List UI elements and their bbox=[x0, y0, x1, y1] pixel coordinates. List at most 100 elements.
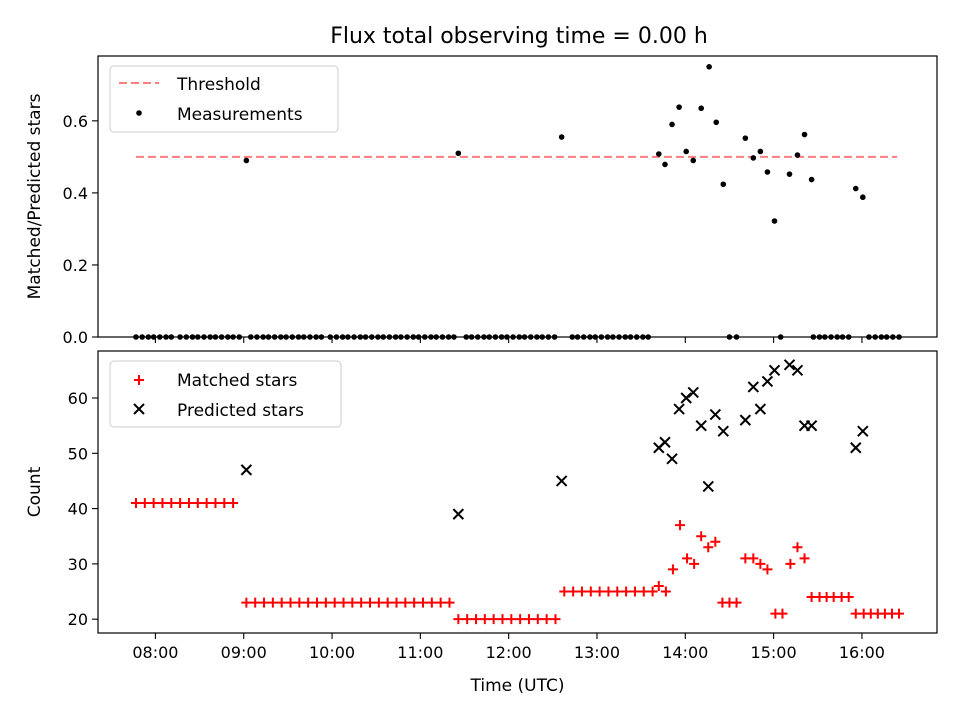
predicted-star-point bbox=[709, 408, 722, 421]
matched-star-point bbox=[585, 586, 596, 597]
y-axis-label: Count bbox=[25, 466, 45, 517]
matched-star-point bbox=[400, 597, 411, 608]
matched-star-point bbox=[843, 592, 854, 603]
legend-predicted-label: Predicted stars bbox=[177, 401, 304, 421]
measurement-point bbox=[669, 121, 675, 128]
matched-star-point bbox=[285, 597, 296, 608]
measurement-point bbox=[801, 131, 808, 138]
matched-star-point bbox=[294, 597, 305, 608]
y-axis-label: Matched/Predicted stars bbox=[25, 93, 45, 299]
matched-star-point bbox=[219, 498, 230, 509]
measurement-point bbox=[455, 150, 462, 157]
matched-star-point bbox=[792, 542, 803, 553]
matched-star-point bbox=[259, 597, 270, 608]
matched-star-point bbox=[347, 597, 358, 608]
matched-star-point bbox=[250, 597, 261, 608]
predicted-star-point bbox=[783, 359, 796, 371]
matched-star-point bbox=[612, 586, 623, 597]
matched-star-point bbox=[157, 498, 168, 509]
predicted-star-point bbox=[857, 425, 869, 437]
matched-star-point bbox=[192, 498, 203, 509]
measurement-point bbox=[690, 157, 697, 164]
matched-star-point bbox=[777, 608, 788, 619]
matched-star-point bbox=[183, 498, 194, 509]
predicted-star-point bbox=[555, 475, 568, 487]
measurement-point bbox=[720, 181, 727, 188]
measurement-point bbox=[808, 176, 815, 183]
matched-star-point bbox=[506, 614, 517, 625]
measurement-point bbox=[683, 148, 689, 155]
matched-star-point bbox=[241, 597, 252, 608]
legend-matched-label: Matched stars bbox=[177, 371, 297, 391]
matched-star-point bbox=[228, 498, 239, 509]
measurement-point bbox=[786, 171, 793, 177]
x-tick-label: 10:00 bbox=[309, 643, 355, 662]
predicted-star-point bbox=[805, 419, 818, 432]
matched-star-point bbox=[682, 553, 693, 564]
measurement-point bbox=[764, 169, 771, 175]
matched-star-point bbox=[621, 586, 632, 597]
matched-star-point bbox=[479, 614, 490, 625]
matched-star-point bbox=[532, 614, 543, 625]
y-tick-label: 0.0 bbox=[63, 328, 88, 347]
matched-star-point bbox=[276, 597, 287, 608]
matched-star-point bbox=[785, 558, 796, 569]
measurement-point bbox=[750, 155, 757, 161]
matched-star-point bbox=[201, 498, 212, 509]
predicted-star-point bbox=[452, 508, 465, 520]
predicted-star-point bbox=[747, 381, 760, 393]
matched-star-point bbox=[382, 597, 393, 608]
measurement-point bbox=[742, 135, 749, 141]
matched-star-point bbox=[559, 586, 570, 597]
matched-star-point bbox=[675, 520, 686, 531]
legend-measurement-swatch bbox=[136, 110, 142, 116]
predicted-star-point bbox=[659, 436, 671, 448]
matched-star-point bbox=[329, 597, 340, 608]
matched-star-point bbox=[603, 586, 614, 597]
matched-star-point bbox=[568, 586, 579, 597]
predicted-star-point bbox=[717, 425, 729, 437]
matched-star-point bbox=[267, 597, 278, 608]
legend-measurement-label: Measurements bbox=[177, 105, 303, 125]
matched-star-point bbox=[696, 531, 707, 542]
measurement-point bbox=[794, 152, 801, 158]
matched-star-point bbox=[470, 614, 481, 625]
measurement-point bbox=[656, 151, 662, 157]
measurement-point bbox=[662, 161, 668, 168]
matched-star-point bbox=[755, 558, 766, 569]
x-axis-label: Time (UTC) bbox=[470, 676, 565, 696]
y-tick-label: 30 bbox=[68, 555, 88, 574]
matched-star-point bbox=[731, 597, 742, 608]
predicted-star-point bbox=[680, 392, 692, 404]
matched-star-point bbox=[594, 586, 605, 597]
measurement-point bbox=[860, 194, 866, 201]
matched-star-point bbox=[210, 498, 221, 509]
y-tick-label: 60 bbox=[68, 389, 88, 408]
y-tick-label: 0.2 bbox=[63, 256, 88, 275]
legend-threshold-label: Threshold bbox=[176, 75, 261, 95]
matched-star-point bbox=[462, 614, 473, 625]
matched-star-point bbox=[523, 614, 534, 625]
matched-star-point bbox=[166, 498, 177, 509]
matched-star-point bbox=[453, 614, 464, 625]
matched-star-point bbox=[748, 553, 759, 564]
y-tick-label: 0.4 bbox=[63, 184, 88, 203]
matched-star-point bbox=[488, 614, 499, 625]
measurement-point bbox=[698, 105, 704, 112]
matched-star-point bbox=[391, 597, 402, 608]
predicted-star-point bbox=[739, 414, 752, 426]
matched-star-point bbox=[497, 614, 508, 625]
bottom-panel: 20 30 40 50 60 08:00 09:00 10:00 11:00 12:00 13:00… bbox=[25, 350, 938, 696]
matched-star-point bbox=[338, 597, 349, 608]
matched-star-point bbox=[894, 608, 905, 619]
matched-star-point bbox=[689, 558, 700, 569]
matched-star-point bbox=[435, 597, 446, 608]
matched-star-point bbox=[409, 597, 420, 608]
x-tick-label: 15:00 bbox=[751, 643, 797, 662]
measurement-point bbox=[757, 148, 764, 155]
matched-star-point bbox=[148, 498, 159, 509]
matched-star-point bbox=[667, 564, 678, 575]
matched-star-point bbox=[426, 597, 437, 608]
matched-star-point bbox=[312, 597, 323, 608]
